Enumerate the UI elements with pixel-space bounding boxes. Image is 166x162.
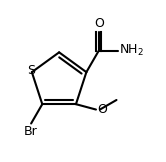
Text: O: O [94,17,104,30]
Text: Br: Br [23,125,37,138]
Text: O: O [97,103,107,116]
Text: S: S [27,64,35,77]
Text: NH$_2$: NH$_2$ [119,43,144,58]
